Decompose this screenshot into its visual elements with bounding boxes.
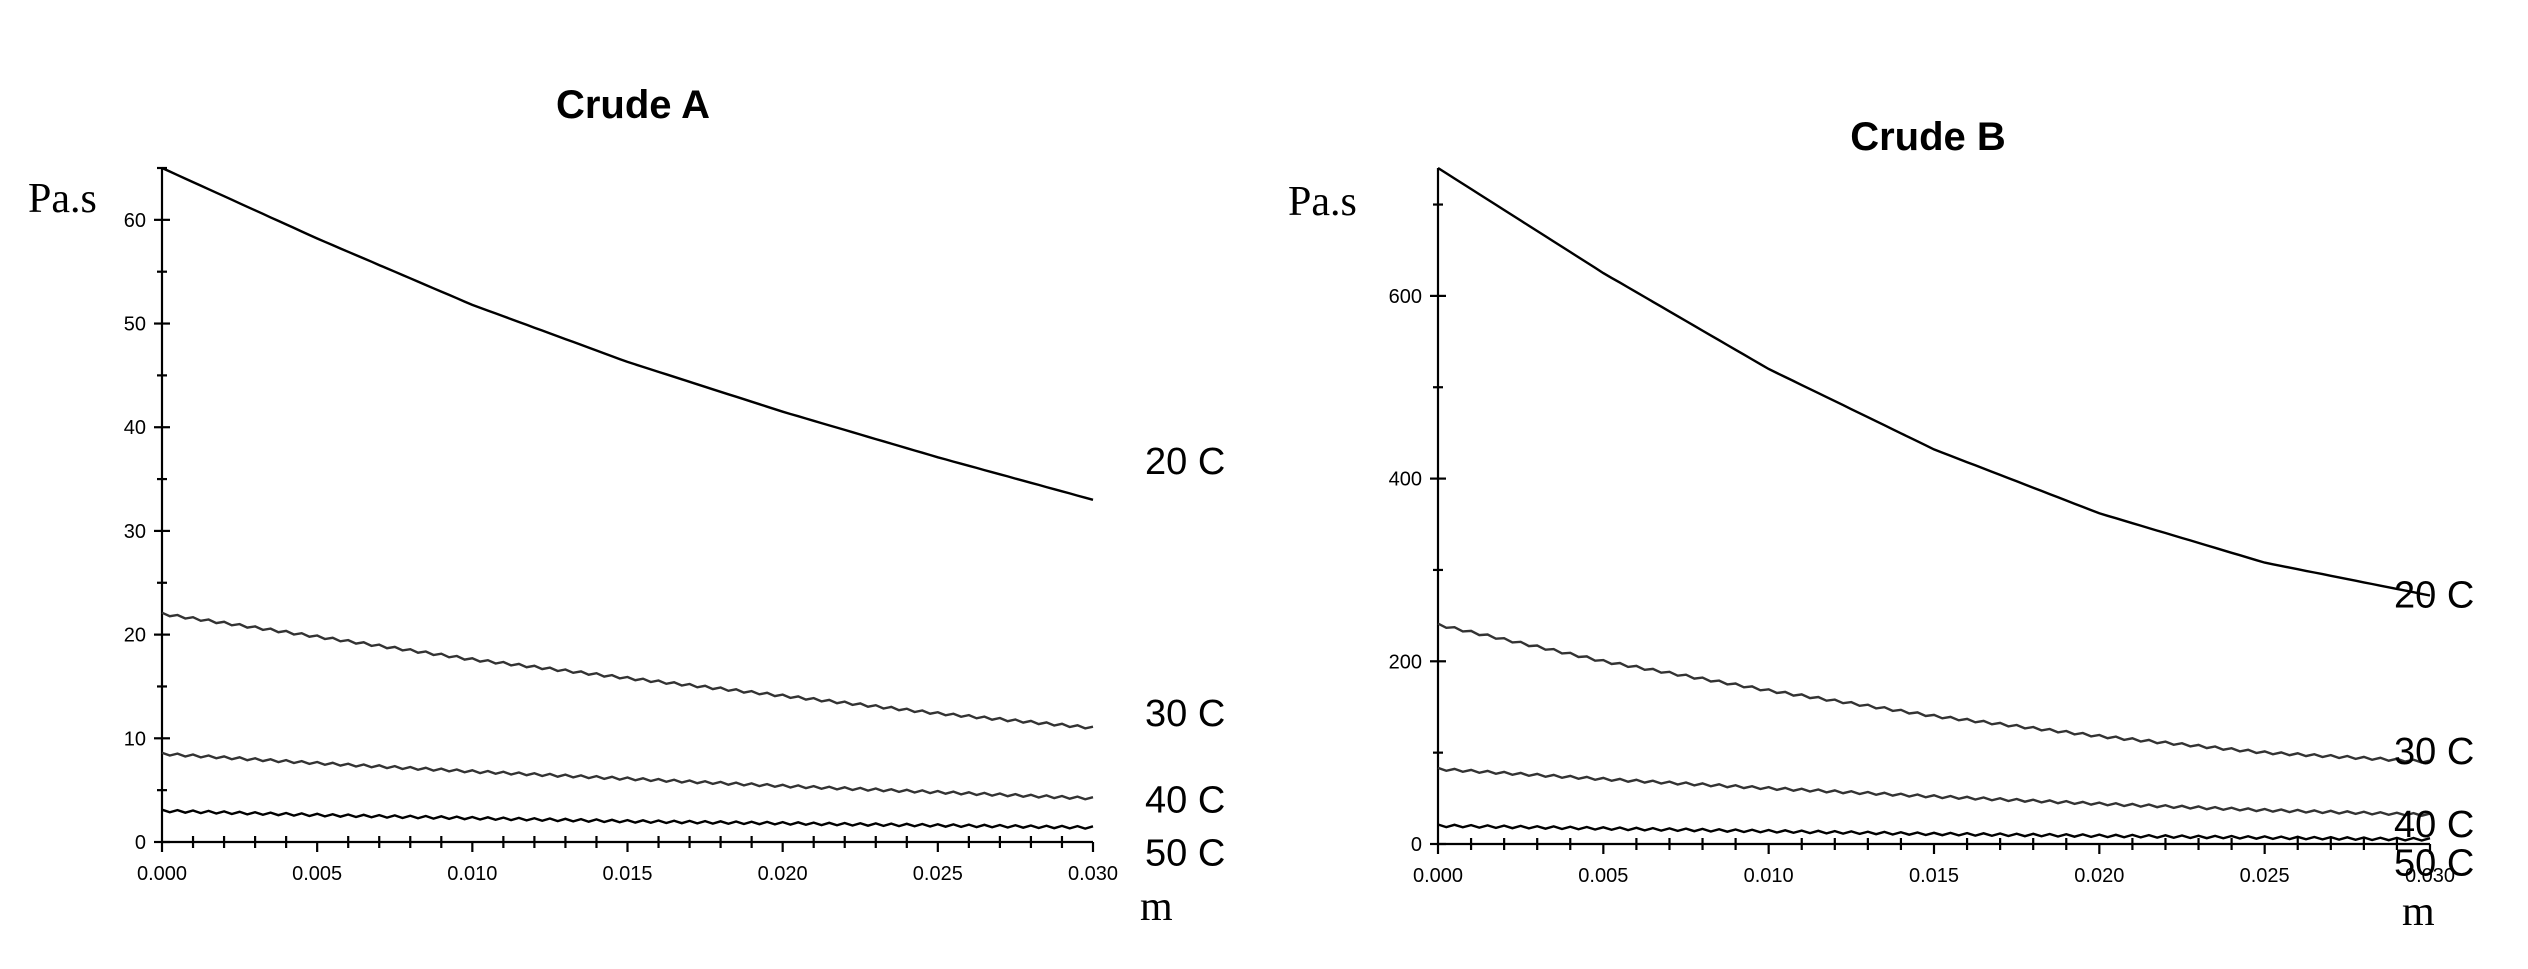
series-label: 50 C [1145,832,1225,874]
chart-panel-crude-b: Crude B Pa.s m 0.000 0.005 0.010 0.015 0.020… [1264,0,2528,969]
series-label: 30 C [1145,693,1225,735]
x-tick-label: 0.015 [602,863,652,885]
y-tick-label: 0 [135,832,146,854]
x-axis-label: m [1140,884,1173,930]
x-tick-label: 0.025 [913,863,963,885]
x-tick-label: 0.030 [2405,865,2455,887]
x-tick-label: 0.005 [292,863,342,885]
series-label: 50 C [2394,842,2474,884]
y-tick-label: 30 [124,521,146,543]
series-line [1437,823,2431,842]
x-tick-label: 0.020 [758,863,808,885]
series-line [161,611,1094,730]
y-tick-label: 20 [124,625,146,647]
x-tick-label: 0.025 [2240,865,2290,887]
y-tick-label: 50 [124,314,146,336]
series-line [161,808,1094,830]
x-tick-label: 0.010 [1744,865,1794,887]
x-tick-label: 0.000 [137,863,187,885]
x-tick-label: 0.005 [1578,865,1628,887]
series-line [1437,766,2431,817]
y-tick-label: 60 [124,210,146,232]
x-axis-label: m [2402,889,2435,935]
series-line [1437,622,2431,764]
y-axis-label: Pa.s [1288,179,1357,225]
chart-title: Crude A [556,83,710,127]
x-tick-label: 0.010 [447,863,497,885]
y-tick-label: 600 [1389,286,1422,308]
y-axis-label: Pa.s [28,176,97,222]
y-tick-label: 200 [1389,651,1422,673]
x-tick-label: 0.015 [1909,865,1959,887]
series-line [161,166,1094,501]
chart-crude-b: Crude B Pa.s m 0.000 0.005 0.010 0.015 0.020… [1288,115,2474,935]
series-label: 30 C [2394,731,2474,773]
chart-title: Crude B [1850,115,2006,159]
series-label: 20 C [2394,575,2474,617]
x-tick-label: 0.030 [1068,863,1118,885]
series-label: 20 C [1145,441,1225,483]
series-line [161,751,1094,801]
chart-crude-a: Crude A Pa.s m 0.000 0.005 0.010 0.015 0.020… [28,83,1225,930]
series-line [1437,166,2431,597]
y-tick-label: 0 [1411,834,1422,856]
y-tick-label: 400 [1389,469,1422,491]
chart-panel-crude-a: Crude A Pa.s m 0.000 0.005 0.010 0.015 0.020… [28,83,1225,930]
series-label: 40 C [1145,779,1225,821]
plot-area: 0.000 0.005 0.010 0.015 0.020 0.025 0.030 0 10 20… [124,166,1225,885]
x-tick-label: 0.020 [2074,865,2124,887]
y-tick-label: 40 [124,417,146,439]
plot-area: 0.000 0.005 0.010 0.015 0.020 0.025 0.030 0 200 4… [1389,166,2474,887]
x-tick-label: 0.000 [1413,865,1463,887]
y-tick-label: 10 [124,728,146,750]
